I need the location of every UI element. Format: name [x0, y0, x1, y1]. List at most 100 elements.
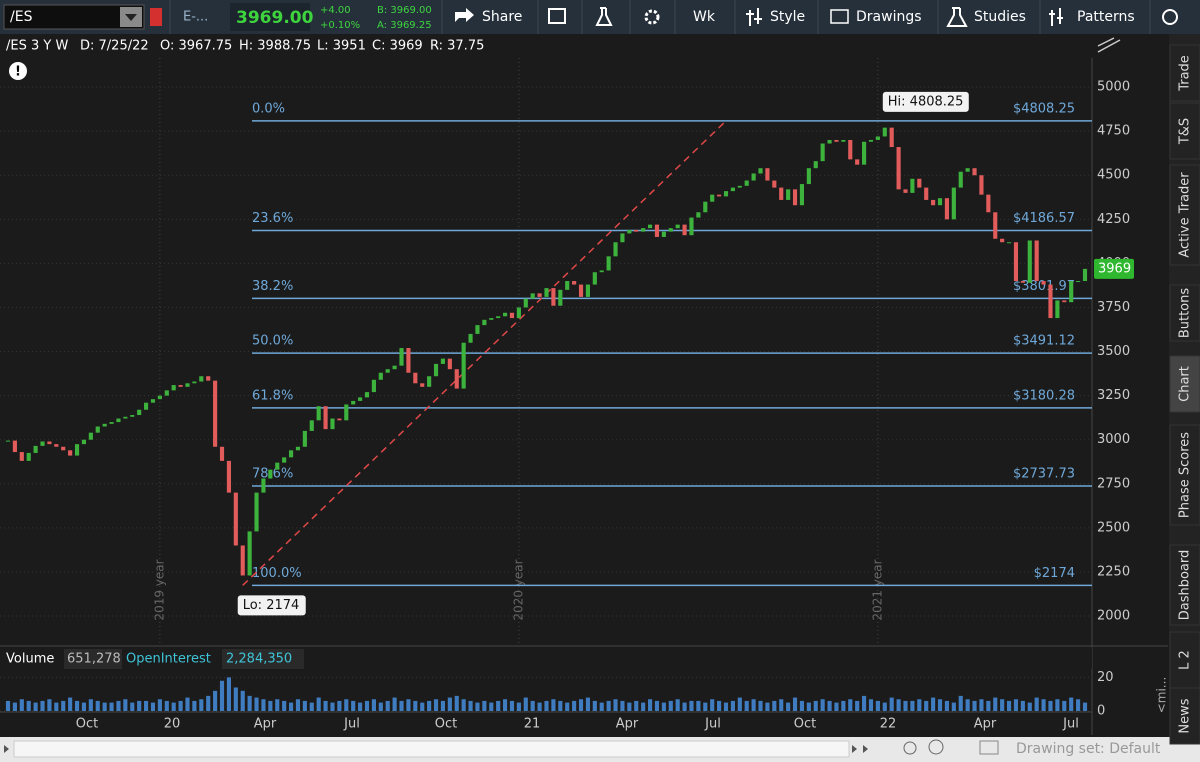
candle: [378, 372, 383, 380]
alert-icon[interactable]: [9, 62, 27, 80]
x-tick-label: Jul: [1062, 717, 1079, 732]
candle: [219, 446, 225, 461]
volume-bar: [392, 697, 397, 711]
volume-bar: [88, 699, 93, 711]
drawings-button[interactable]: Drawings: [856, 9, 922, 25]
x-tick-label: Apr: [616, 717, 639, 732]
y-tick-label: 3250: [1097, 388, 1130, 403]
period-button[interactable]: Wk: [693, 9, 716, 25]
candle: [358, 397, 363, 401]
studies-icon[interactable]: [946, 7, 968, 27]
candle: [627, 229, 632, 234]
sidebar-tab[interactable]: [1169, 164, 1200, 266]
last-price-tag: [1094, 258, 1134, 279]
volume-bar: [654, 700, 660, 711]
collapse-label[interactable]: <mi...: [1155, 677, 1169, 714]
sidebar-tab[interactable]: [1169, 544, 1200, 626]
volume-bar: [544, 700, 549, 711]
volume-bar: [185, 697, 190, 711]
volume-bar: [744, 700, 749, 711]
volume-bar: [917, 699, 922, 711]
volume-bar: [1020, 700, 1025, 711]
volume-bar: [765, 702, 770, 711]
sidebar-label[interactable]: L 2: [1178, 650, 1193, 670]
sidebar-label[interactable]: Active Trader: [1178, 172, 1193, 258]
style-button[interactable]: Style: [770, 9, 805, 25]
sidebar-label[interactable]: T&S: [1178, 118, 1193, 145]
zoom-in[interactable]: [928, 739, 944, 755]
candle: [137, 409, 142, 416]
candle: [868, 139, 874, 142]
volume-bar: [81, 702, 87, 711]
candle: [433, 363, 439, 377]
volume-bar: [61, 700, 66, 711]
sidebar-label[interactable]: Trade: [1178, 55, 1193, 92]
sidebar-label[interactable]: Chart: [1178, 366, 1193, 402]
drawings-icon[interactable]: [830, 9, 849, 24]
sidebar-tab[interactable]: [1169, 355, 1200, 413]
studies-button[interactable]: Studies: [974, 9, 1026, 25]
candle: [1020, 281, 1025, 283]
share-icon[interactable]: [455, 8, 474, 22]
sidebar-label[interactable]: Buttons: [1178, 288, 1193, 339]
volume-bar: [703, 702, 708, 711]
patterns-icon[interactable]: [1049, 8, 1063, 26]
volume-bar: [572, 700, 577, 711]
volume-bar: [868, 699, 874, 711]
sidebar-label[interactable]: Dashboard: [1178, 550, 1193, 621]
settings-icon[interactable]: [644, 9, 660, 25]
menu-icon[interactable]: [1162, 9, 1178, 25]
sidebar-label[interactable]: News: [1178, 698, 1193, 733]
sidebar-tab[interactable]: [1169, 631, 1200, 689]
sidebar-tab[interactable]: [1169, 687, 1200, 745]
open: O: 3967.75: [160, 39, 232, 54]
candle: [254, 492, 259, 532]
y-tick-label: 2750: [1097, 476, 1130, 491]
snapshot-icon[interactable]: [548, 8, 566, 24]
volume-bar: [206, 695, 211, 711]
zoom-reset[interactable]: [903, 741, 917, 755]
volume-bar: [627, 702, 632, 711]
scrollbar[interactable]: [13, 740, 850, 758]
volume-bar: [751, 699, 756, 711]
sidebar-tab[interactable]: [1169, 44, 1200, 102]
style-icon[interactable]: [746, 8, 762, 26]
candle: [730, 187, 735, 192]
volume-bar: [295, 699, 301, 711]
sidebar-tab[interactable]: [1169, 424, 1200, 526]
candle: [1000, 238, 1005, 243]
volume-bar: [213, 690, 218, 711]
alert-flag[interactable]: [150, 8, 162, 26]
sidebar-tab[interactable]: [1169, 284, 1200, 342]
volume-tick-label: 20: [1097, 670, 1114, 685]
candle: [509, 312, 515, 319]
volume-bar: [302, 700, 307, 711]
volume-bar: [834, 702, 839, 711]
fib-pct: 38.2%: [252, 279, 293, 294]
scale-icon[interactable]: [1097, 37, 1121, 53]
volume-bar: [47, 699, 52, 711]
volume-bar: [316, 697, 321, 711]
volume-bar: [958, 695, 963, 711]
flask-icon[interactable]: [595, 7, 613, 26]
volume-bar: [5, 700, 11, 711]
drawing-set-icon[interactable]: [979, 740, 999, 755]
drawing-set[interactable]: Drawing set: Default: [1016, 741, 1161, 757]
candle: [427, 376, 432, 387]
sidebar-label[interactable]: Phase Scores: [1178, 432, 1193, 518]
volume-tick-label: 0: [1097, 704, 1105, 719]
patterns-button[interactable]: Patterns: [1077, 9, 1135, 25]
candle: [1076, 281, 1081, 283]
y-tick-label: 4750: [1097, 124, 1130, 139]
symbol: /ES: [10, 9, 33, 25]
fib-price: $2737.73: [1013, 466, 1075, 481]
sidebar-tab[interactable]: [1169, 102, 1200, 160]
candle: [806, 168, 811, 185]
volume-bar: [661, 702, 666, 711]
volume-bar: [95, 700, 100, 711]
volume-bar: [330, 702, 335, 711]
candle: [1082, 268, 1088, 282]
volume-bar: [986, 700, 991, 711]
oi-label: OpenInterest: [126, 652, 211, 667]
share-button[interactable]: Share: [482, 9, 522, 25]
